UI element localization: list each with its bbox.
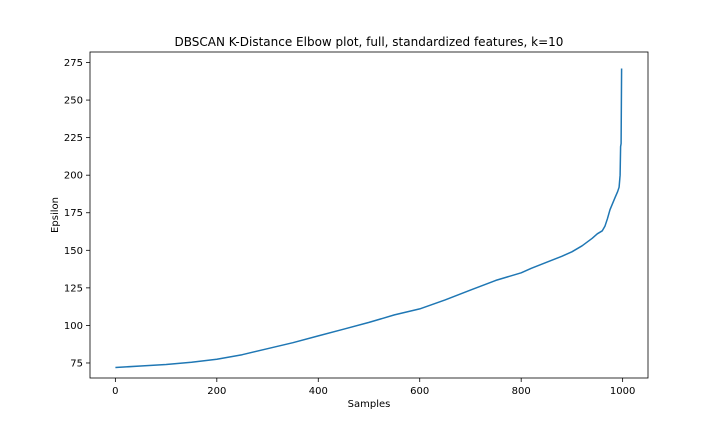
x-tick-label: 600 (410, 386, 429, 397)
y-tick-label: 250 (64, 96, 83, 107)
x-tick-label: 400 (309, 386, 328, 397)
y-tick-label: 125 (64, 283, 83, 294)
y-tick-label: 75 (70, 358, 83, 369)
y-axis: 75 100 125 150 175 200 225 250 275 (64, 58, 90, 369)
x-tick-label: 0 (112, 386, 118, 397)
x-axis: 0 200 400 600 800 1000 (112, 378, 635, 397)
plot-area (115, 68, 623, 369)
k-distance-series-line (115, 68, 623, 369)
y-tick-label: 225 (64, 133, 83, 144)
y-tick-label: 150 (64, 246, 83, 257)
y-tick-label: 200 (64, 171, 83, 182)
y-tick-label: 175 (64, 208, 83, 219)
x-axis-title: Samples (348, 399, 391, 410)
axes-frame (89, 51, 649, 379)
y-axis-title: Epsilon (50, 197, 61, 233)
x-tick-label: 1000 (610, 386, 635, 397)
x-tick-label: 200 (207, 386, 226, 397)
y-tick-label: 100 (64, 321, 83, 332)
x-tick-label: 800 (512, 386, 531, 397)
chart-title: DBSCAN K-Distance Elbow plot, full, stan… (175, 35, 564, 49)
y-tick-label: 275 (64, 58, 83, 69)
